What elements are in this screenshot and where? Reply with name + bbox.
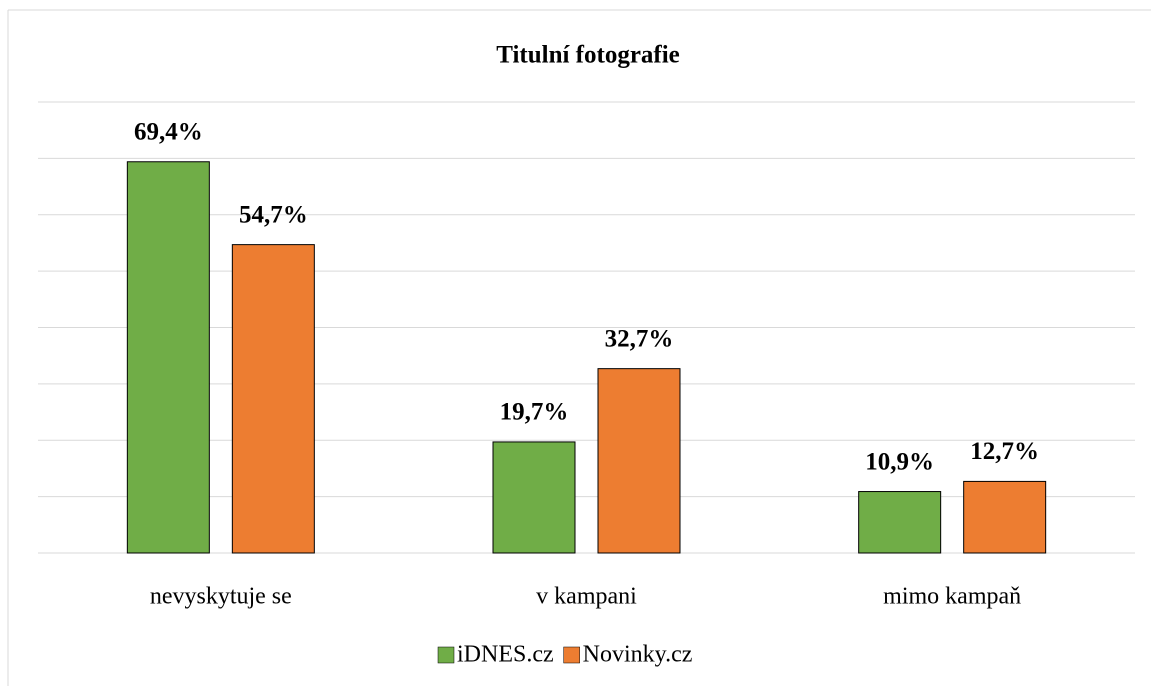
bar	[231, 244, 315, 554]
x-tick-label: v kampani	[536, 584, 637, 610]
data-label: 19,7%	[500, 399, 569, 426]
chart-title: Titulní fotografie	[496, 42, 680, 69]
bar	[597, 368, 681, 554]
x-tick-label: mimo kampaň	[883, 584, 1021, 610]
bar	[963, 480, 1047, 554]
x-tick-label: nevyskytuje se	[150, 584, 292, 610]
legend-label: Novinky.cz	[583, 642, 693, 668]
data-label: 69,4%	[134, 118, 203, 145]
data-label: 12,7%	[970, 438, 1039, 465]
legend-swatch	[563, 646, 580, 664]
legend-label: iDNES.cz	[457, 642, 554, 668]
bar	[858, 491, 942, 554]
data-label: 54,7%	[239, 201, 308, 228]
data-label: 10,9%	[865, 448, 934, 475]
data-label: 32,7%	[605, 325, 674, 352]
legend-swatch	[437, 646, 455, 664]
bar	[492, 441, 576, 554]
bar	[126, 161, 210, 554]
